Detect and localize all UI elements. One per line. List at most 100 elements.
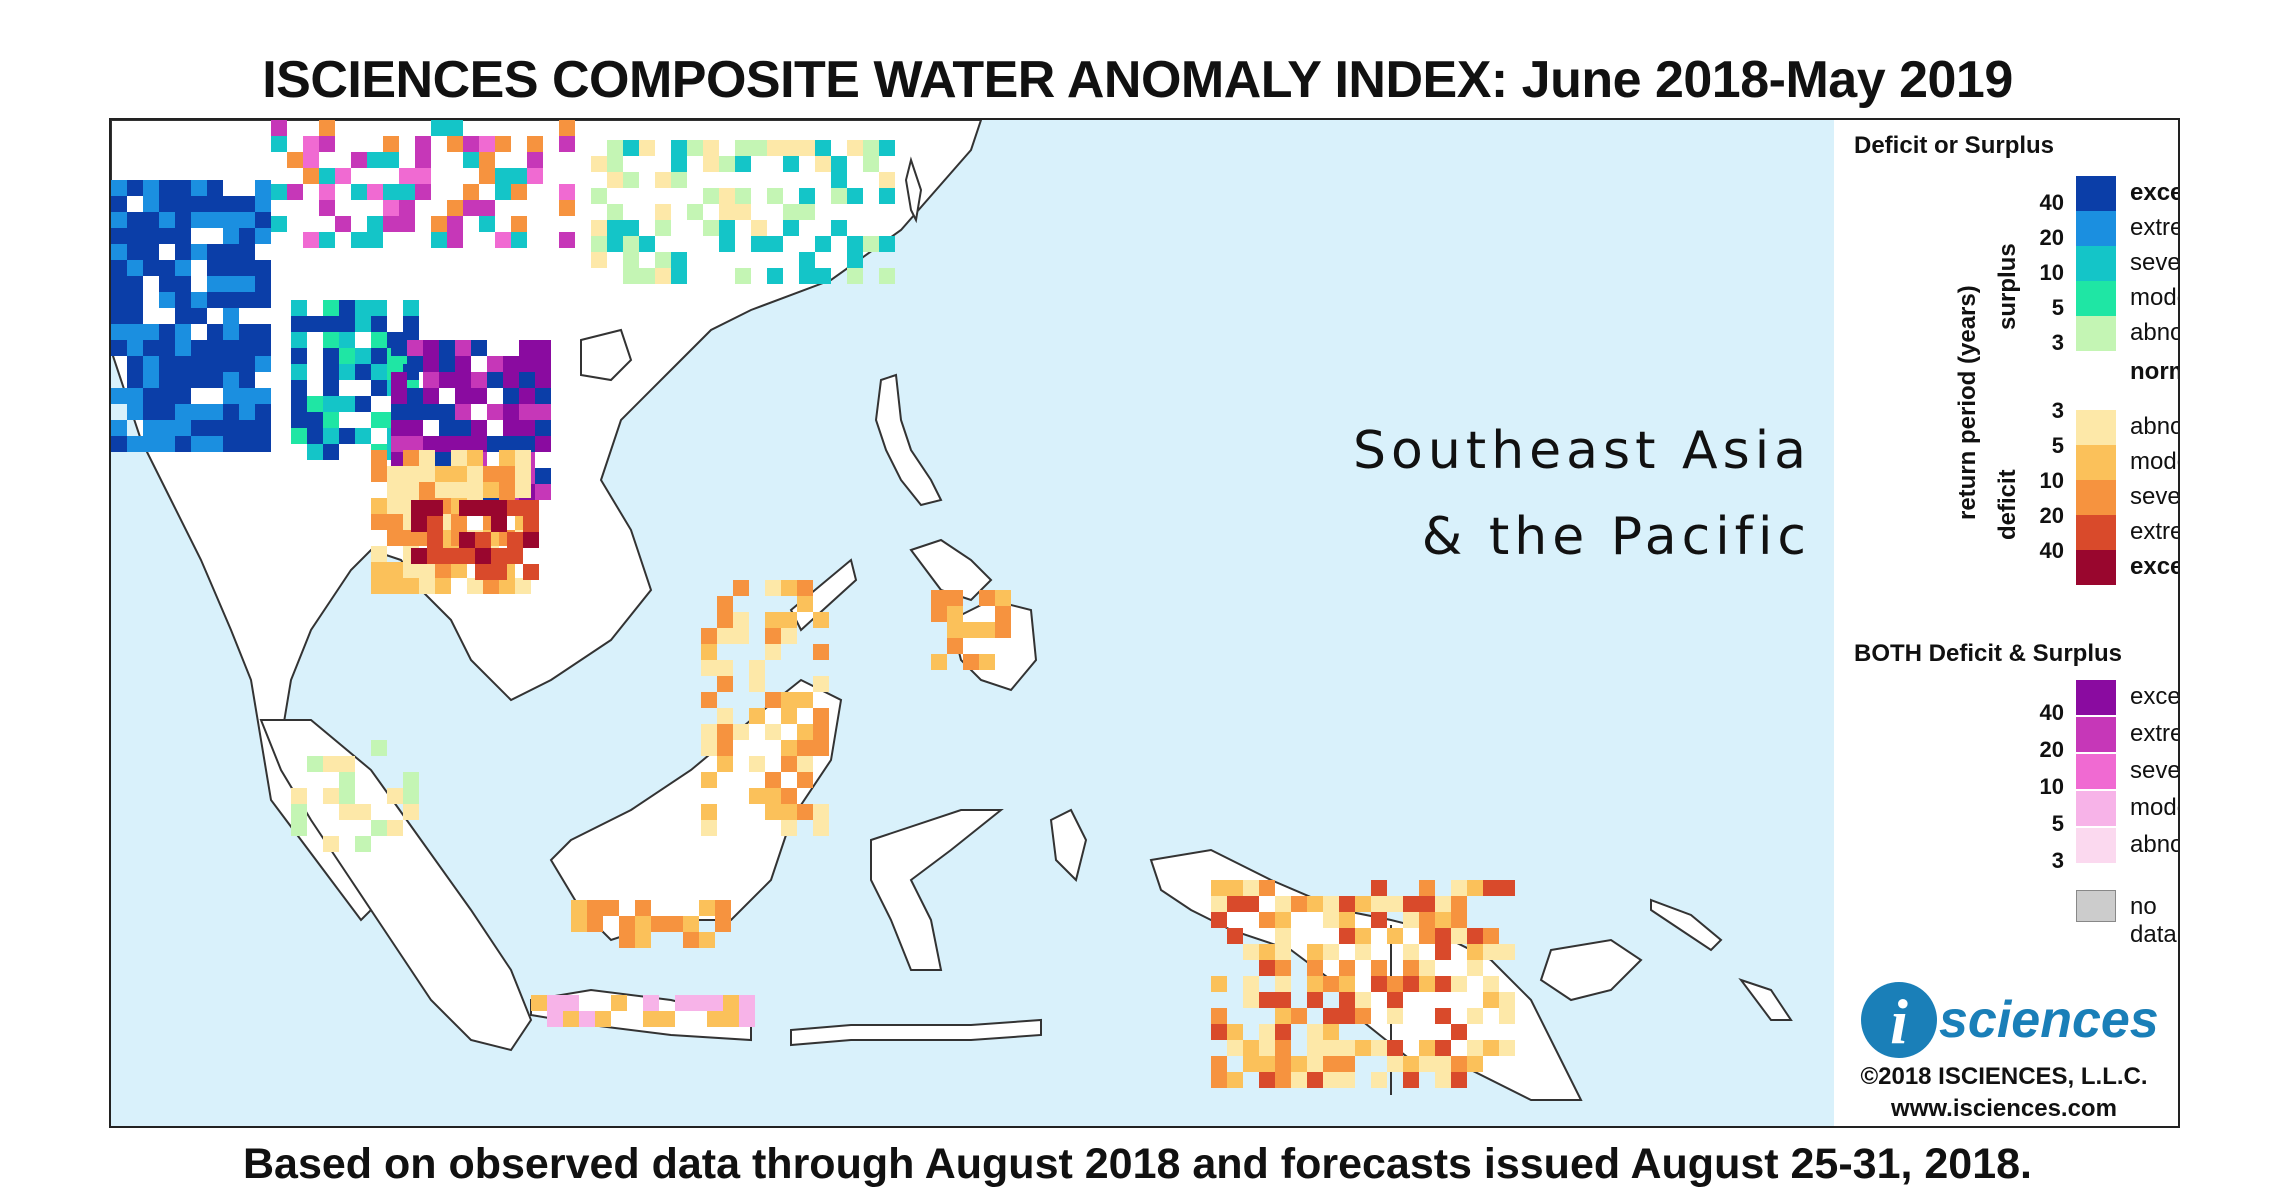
anomaly-cell bbox=[159, 260, 175, 276]
bougainville-island bbox=[1738, 978, 1793, 1021]
anomaly-cell bbox=[339, 348, 355, 364]
legend-both-item: extreme bbox=[2130, 720, 2178, 747]
anomaly-cell bbox=[799, 204, 815, 220]
anomaly-cells bbox=[111, 120, 1515, 1088]
anomaly-cell bbox=[503, 436, 519, 452]
anomaly-cell bbox=[487, 356, 503, 372]
anomaly-cell bbox=[1355, 992, 1371, 1008]
anomaly-cell bbox=[427, 548, 443, 564]
anomaly-cell bbox=[1275, 1072, 1291, 1088]
legend-deficit-tick: 10 bbox=[2039, 468, 2064, 493]
anomaly-cell bbox=[1355, 1040, 1371, 1056]
anomaly-cell bbox=[323, 756, 339, 772]
anomaly-cell bbox=[701, 772, 717, 788]
anomaly-cell bbox=[813, 708, 829, 724]
anomaly-cell bbox=[1451, 880, 1467, 896]
anomaly-cell bbox=[1211, 1072, 1227, 1088]
anomaly-cell bbox=[423, 372, 439, 388]
anomaly-cell bbox=[607, 204, 623, 220]
anomaly-cell bbox=[535, 484, 551, 500]
anomaly-cell bbox=[143, 340, 159, 356]
anomaly-cell bbox=[1275, 896, 1291, 912]
anomaly-cell bbox=[207, 356, 223, 372]
anomaly-cell bbox=[947, 622, 963, 638]
anomaly-cell bbox=[1227, 880, 1243, 896]
anomaly-cell bbox=[191, 356, 207, 372]
anomaly-cell bbox=[415, 152, 431, 168]
anomaly-cell bbox=[239, 340, 255, 356]
anomaly-cell bbox=[371, 380, 387, 396]
anomaly-cell bbox=[699, 932, 715, 948]
anomaly-cell bbox=[813, 676, 829, 692]
anomaly-cell bbox=[371, 740, 387, 756]
anomaly-cell bbox=[111, 260, 127, 276]
anomaly-cell bbox=[1419, 928, 1435, 944]
anomaly-cell bbox=[1259, 1040, 1275, 1056]
anomaly-cell bbox=[1211, 1008, 1227, 1024]
anomaly-cell bbox=[1211, 976, 1227, 992]
anomaly-cell bbox=[671, 140, 687, 156]
anomaly-cell bbox=[255, 324, 271, 340]
anomaly-cell bbox=[799, 268, 815, 284]
anomaly-cell bbox=[717, 756, 733, 772]
anomaly-cell bbox=[1259, 880, 1275, 896]
map-title: ISCIENCES COMPOSITE WATER ANOMALY INDEX:… bbox=[262, 51, 2013, 109]
anomaly-cell bbox=[355, 428, 371, 444]
anomaly-cell bbox=[191, 292, 207, 308]
anomaly-cell bbox=[639, 140, 655, 156]
philippines-luzon bbox=[874, 373, 943, 507]
anomaly-cell bbox=[271, 136, 287, 152]
anomaly-cell bbox=[635, 932, 651, 948]
anomaly-cell bbox=[223, 308, 239, 324]
anomaly-cell bbox=[523, 516, 539, 532]
anomaly-cell bbox=[1371, 1072, 1387, 1088]
anomaly-cell bbox=[643, 1011, 659, 1027]
anomaly-cell bbox=[1323, 944, 1339, 960]
anomaly-cell bbox=[979, 590, 995, 606]
anomaly-cell bbox=[239, 356, 255, 372]
anomaly-cell bbox=[559, 232, 575, 248]
anomaly-cell bbox=[339, 300, 355, 316]
anomaly-cell bbox=[733, 628, 749, 644]
anomaly-cell bbox=[1211, 896, 1227, 912]
anomaly-cell bbox=[643, 995, 659, 1011]
anomaly-cell bbox=[503, 356, 519, 372]
anomaly-cell bbox=[519, 420, 535, 436]
anomaly-cell bbox=[683, 916, 699, 932]
anomaly-cell bbox=[223, 356, 239, 372]
anomaly-cell bbox=[387, 530, 403, 546]
anomaly-cell bbox=[495, 232, 511, 248]
anomaly-cell bbox=[459, 500, 475, 516]
anomaly-cell bbox=[127, 292, 143, 308]
anomaly-cell bbox=[415, 136, 431, 152]
anomaly-cell bbox=[303, 136, 319, 152]
anomaly-cell bbox=[703, 220, 719, 236]
anomaly-cell bbox=[291, 396, 307, 412]
anomaly-cell bbox=[191, 180, 207, 196]
anomaly-cell bbox=[307, 444, 323, 460]
anomaly-cell bbox=[307, 396, 323, 412]
anomaly-cell bbox=[271, 120, 287, 136]
anomaly-cell bbox=[387, 562, 403, 578]
anomaly-cell bbox=[255, 388, 271, 404]
legend-deficit-tick: 20 bbox=[2039, 503, 2064, 528]
anomaly-cell bbox=[1435, 1008, 1451, 1024]
legend-surplus-tick: 10 bbox=[2039, 260, 2064, 285]
anomaly-cell bbox=[111, 276, 127, 292]
anomaly-cell bbox=[323, 364, 339, 380]
anomaly-cell bbox=[799, 140, 815, 156]
anomaly-cell bbox=[751, 236, 767, 252]
anomaly-cell bbox=[527, 136, 543, 152]
anomaly-cell bbox=[1259, 992, 1275, 1008]
anomaly-cell bbox=[323, 412, 339, 428]
anomaly-cell bbox=[111, 340, 127, 356]
anomaly-cell bbox=[355, 804, 371, 820]
anomaly-cell bbox=[749, 660, 765, 676]
anomaly-cell bbox=[127, 436, 143, 452]
anomaly-cell bbox=[1211, 912, 1227, 928]
anomaly-cell bbox=[371, 498, 387, 514]
anomaly-cell bbox=[223, 372, 239, 388]
anomaly-cell bbox=[499, 578, 515, 594]
anomaly-cell bbox=[783, 204, 799, 220]
anomaly-cell bbox=[813, 644, 829, 660]
